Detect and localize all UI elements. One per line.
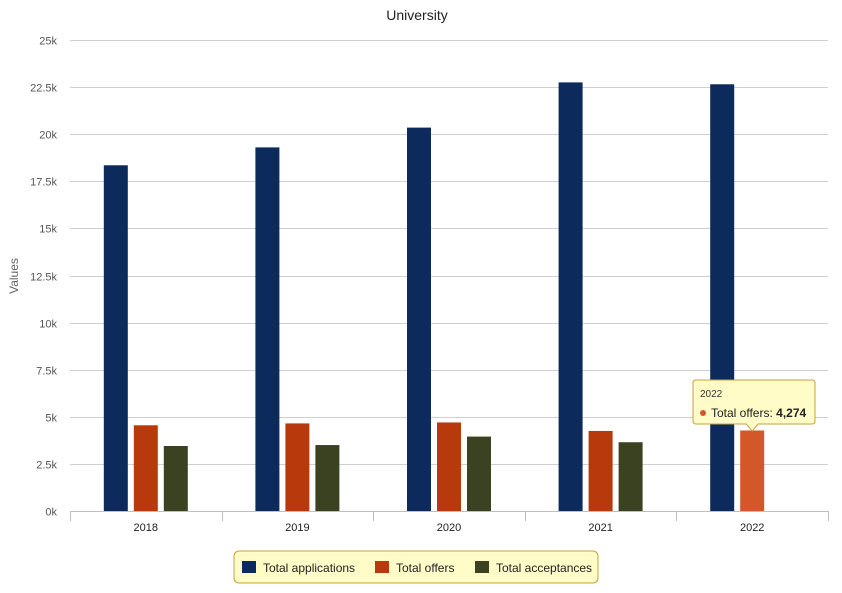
y-tick-label: 2.5k — [36, 460, 57, 472]
x-tick-label: 2020 — [437, 522, 461, 534]
legend-item-total-applications[interactable]: Total applications — [242, 561, 355, 575]
bar-total-offers-2022[interactable] — [740, 430, 765, 511]
tooltip-value: 4,274 — [776, 406, 806, 420]
bar-total-applications-2019[interactable] — [255, 147, 280, 511]
legend-item-total-acceptances[interactable]: Total acceptances — [475, 561, 592, 575]
bar-total-acceptances-2018[interactable] — [163, 446, 188, 511]
legend-label: Total offers — [396, 561, 454, 575]
legend-swatch — [375, 561, 389, 573]
x-axis-ticks: 2018 2019 2020 2021 2022 — [134, 522, 765, 534]
bar-total-applications-2022[interactable] — [710, 84, 735, 512]
x-tick-label: 2022 — [740, 522, 764, 534]
y-tick-label: 15k — [39, 224, 57, 236]
x-tick-label: 2018 — [134, 522, 158, 534]
y-tick-label: 17.5k — [30, 177, 57, 189]
y-tick-label: 25k — [39, 36, 57, 48]
tooltip-series-dot — [700, 410, 706, 416]
legend[interactable]: Total applications Total offers Total acce… — [233, 550, 599, 584]
y-tick-label: 20k — [39, 130, 57, 142]
x-axis — [70, 511, 829, 521]
gridlines — [70, 40, 828, 465]
bar-total-offers-2019[interactable] — [285, 423, 310, 511]
y-axis-label: Values — [7, 258, 21, 294]
x-tick-label: 2021 — [588, 522, 612, 534]
bar-total-offers-2021[interactable] — [588, 430, 613, 511]
bar-total-offers-2020[interactable] — [437, 422, 461, 511]
legend-label: Total acceptances — [496, 561, 592, 575]
legend-item-total-offers[interactable]: Total offers — [375, 561, 454, 575]
tooltip: 2022 Total offers: 4,274 — [692, 379, 816, 432]
legend-label: Total applications — [263, 561, 355, 575]
legend-swatch — [242, 561, 256, 573]
bar-total-acceptances-2021[interactable] — [618, 442, 643, 511]
bar-total-applications-2021[interactable] — [558, 82, 583, 511]
tooltip-series-label: Total offers: — [711, 406, 776, 420]
legend-box — [233, 550, 599, 584]
y-tick-label: 7.5k — [36, 366, 57, 378]
bar-total-applications-2020[interactable] — [407, 127, 431, 511]
tooltip-box — [692, 379, 816, 432]
tooltip-category: 2022 — [700, 389, 723, 400]
x-tick-label: 2019 — [285, 522, 309, 534]
legend-swatch — [475, 561, 489, 573]
y-axis-ticks: 0k 2.5k 5k 7.5k 10k 12.5k 15k 17.5k 20k 22.5k 25k — [30, 36, 57, 519]
bar-total-offers-2018[interactable] — [133, 425, 158, 511]
bar-total-applications-2018[interactable] — [103, 165, 128, 511]
chart-title: University — [386, 7, 447, 23]
bars — [103, 82, 765, 512]
y-tick-label: 0k — [45, 507, 57, 519]
tooltip-text: Total offers: 4,274 — [711, 406, 807, 420]
y-tick-label: 10k — [39, 319, 57, 331]
bar-total-acceptances-2020[interactable] — [467, 436, 491, 511]
y-tick-label: 22.5k — [30, 83, 57, 95]
bar-total-acceptances-2019[interactable] — [315, 445, 340, 511]
y-tick-label: 5k — [45, 413, 57, 425]
y-tick-label: 12.5k — [30, 272, 57, 284]
